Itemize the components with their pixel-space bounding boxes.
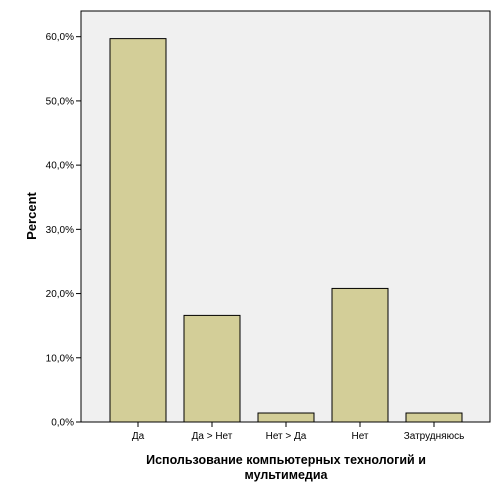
x-tick-label: Затрудняюсь bbox=[404, 431, 465, 442]
bar bbox=[257, 412, 315, 423]
bar bbox=[331, 287, 389, 423]
y-axis-title: Percent bbox=[24, 191, 39, 239]
x-tick-label: Нет > Да bbox=[266, 431, 307, 442]
y-axis: 0,0% 10,0% 20,0% 30,0% 40,0% 50,0% 60,0% bbox=[46, 32, 81, 429]
y-tick-label: 20,0% bbox=[46, 289, 74, 300]
x-tick-label: Нет bbox=[351, 431, 368, 442]
y-tick-label: 0,0% bbox=[51, 418, 74, 429]
x-axis-title-line-1: Использование компьютерных технологий и bbox=[146, 453, 426, 467]
bars-group bbox=[109, 38, 463, 423]
x-axis-title-line-2: мультимедиа bbox=[245, 468, 329, 482]
y-tick-label: 40,0% bbox=[46, 161, 74, 172]
y-tick-label: 30,0% bbox=[46, 225, 74, 236]
bar bbox=[405, 412, 463, 423]
bar bbox=[183, 314, 241, 423]
y-tick-label: 60,0% bbox=[46, 32, 74, 43]
x-tick-label: Да > Нет bbox=[192, 431, 233, 442]
y-tick-label: 10,0% bbox=[46, 353, 74, 364]
x-tick-label: Да bbox=[132, 431, 145, 442]
y-tick-label: 50,0% bbox=[46, 96, 74, 107]
x-axis: Да Да > Нет Нет > Да Нет Затрудняюсь bbox=[132, 422, 464, 442]
bar bbox=[109, 38, 167, 423]
